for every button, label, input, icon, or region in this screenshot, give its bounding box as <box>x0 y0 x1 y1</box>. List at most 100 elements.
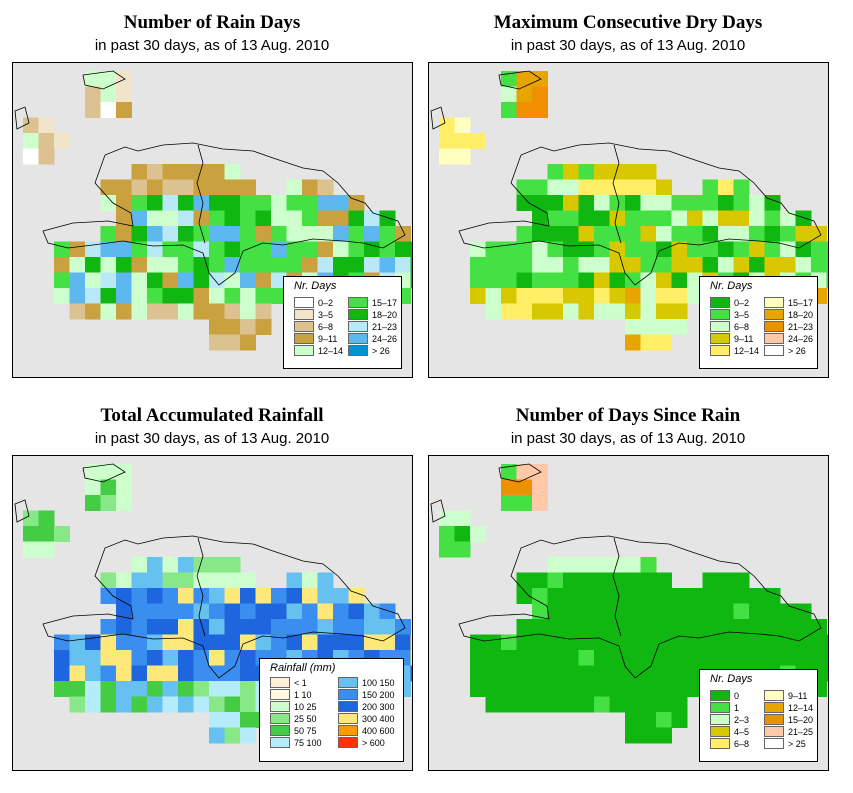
grid-cell <box>687 210 703 227</box>
grid-cell <box>671 195 688 211</box>
grid-cell <box>578 619 595 635</box>
legend-swatch <box>270 713 290 724</box>
grid-cell <box>733 210 750 227</box>
grid-cell <box>795 634 812 651</box>
grid-cell <box>255 303 272 320</box>
grid-cell <box>749 634 765 651</box>
grid-cell <box>439 133 455 149</box>
grid-cell <box>609 557 626 573</box>
grid-cell <box>749 650 765 666</box>
legend-swatch <box>294 321 314 332</box>
grid-cell <box>501 288 517 304</box>
grid-cell <box>594 634 610 651</box>
grid-cell <box>178 696 194 713</box>
grid-cell <box>764 650 781 666</box>
legend-swatch <box>348 345 368 356</box>
grid-cell <box>240 272 256 289</box>
grid-cell <box>162 164 179 180</box>
grid-cell <box>131 572 148 589</box>
grid-cell <box>193 681 210 697</box>
grid-cell <box>85 272 101 289</box>
grid-cell <box>671 226 688 242</box>
grid-cell <box>116 241 132 258</box>
grid-cell <box>826 257 828 273</box>
legend-swatch <box>764 702 784 713</box>
legend-label: 12–14 <box>788 703 814 713</box>
grid-cell <box>563 226 579 242</box>
grid-cell <box>85 86 101 103</box>
grid-cell <box>640 164 657 180</box>
grid-cell <box>640 665 657 682</box>
grid-cell <box>23 117 39 134</box>
legend-swatch <box>348 309 368 320</box>
country-border <box>612 144 622 244</box>
legend-label: 4–5 <box>734 727 750 737</box>
grid-cell <box>23 133 39 149</box>
rainfall-legend: Rainfall (mm) < 1 1 10 10 25 25 50 50 75 75 1… <box>259 658 404 762</box>
grid-cell <box>439 148 455 165</box>
grid-cell <box>240 226 256 242</box>
grid-cell <box>780 619 796 635</box>
grid-cell <box>594 572 610 589</box>
grid-cell <box>131 650 148 666</box>
grid-cell <box>563 665 579 682</box>
island-outline <box>430 499 446 523</box>
coastline <box>458 142 822 286</box>
grid-cell <box>594 226 610 242</box>
grid-cell <box>532 257 548 273</box>
grid-cell <box>454 148 471 165</box>
grid-cell <box>69 681 86 697</box>
grid-cell <box>209 634 225 651</box>
grid-cell <box>147 650 163 666</box>
grid-cell <box>485 303 502 320</box>
grid-cell <box>547 665 564 682</box>
grid-cell <box>131 210 148 227</box>
grid-cell <box>224 334 241 351</box>
grid-cell <box>286 241 303 258</box>
grid-cell <box>131 241 148 258</box>
grid-cell <box>547 195 564 211</box>
grid-cell <box>501 681 517 697</box>
legend-label: 24–26 <box>372 334 398 344</box>
grid-cell <box>23 541 39 558</box>
grid-cell <box>687 603 703 620</box>
grid-cell <box>193 179 210 196</box>
legend-title: Nr. Days <box>294 280 337 292</box>
grid-cell <box>656 588 672 604</box>
grid-cell <box>162 226 179 242</box>
grid-cell <box>733 634 750 651</box>
grid-cell <box>54 257 70 273</box>
grid-cell <box>85 495 101 511</box>
grid-cell <box>85 464 101 480</box>
grid-cell <box>302 588 318 604</box>
grid-cell <box>364 257 380 273</box>
grid-cell <box>348 603 365 620</box>
grid-cell <box>302 634 318 651</box>
grid-cell <box>271 210 287 227</box>
grid-cell <box>333 603 349 620</box>
grid-cell <box>147 210 163 227</box>
island-outline <box>430 106 446 130</box>
grid-cell <box>563 557 579 573</box>
grid-cell <box>410 257 412 273</box>
grid-cell <box>516 303 533 320</box>
grid-cell <box>178 272 194 289</box>
grid-cell <box>501 257 517 273</box>
grid-cell <box>209 226 225 242</box>
grid-cell <box>131 288 148 304</box>
legend-swatch <box>764 333 784 344</box>
grid-cell <box>563 696 579 713</box>
grid-cell <box>193 164 210 180</box>
grid-cell <box>178 179 194 196</box>
grid-cell <box>640 634 657 651</box>
grid-cell <box>625 334 641 351</box>
grid-cell <box>439 526 455 542</box>
grid-cell <box>547 272 564 289</box>
grid-cell <box>209 179 225 196</box>
grid-cell <box>671 303 688 320</box>
grid-cell <box>625 650 641 666</box>
grid-cell <box>302 257 318 273</box>
rainfall-map: Rainfall (mm) < 1 1 10 10 25 25 50 50 75 75 1… <box>12 455 413 771</box>
grid-cell <box>594 603 610 620</box>
grid-cell <box>578 603 595 620</box>
